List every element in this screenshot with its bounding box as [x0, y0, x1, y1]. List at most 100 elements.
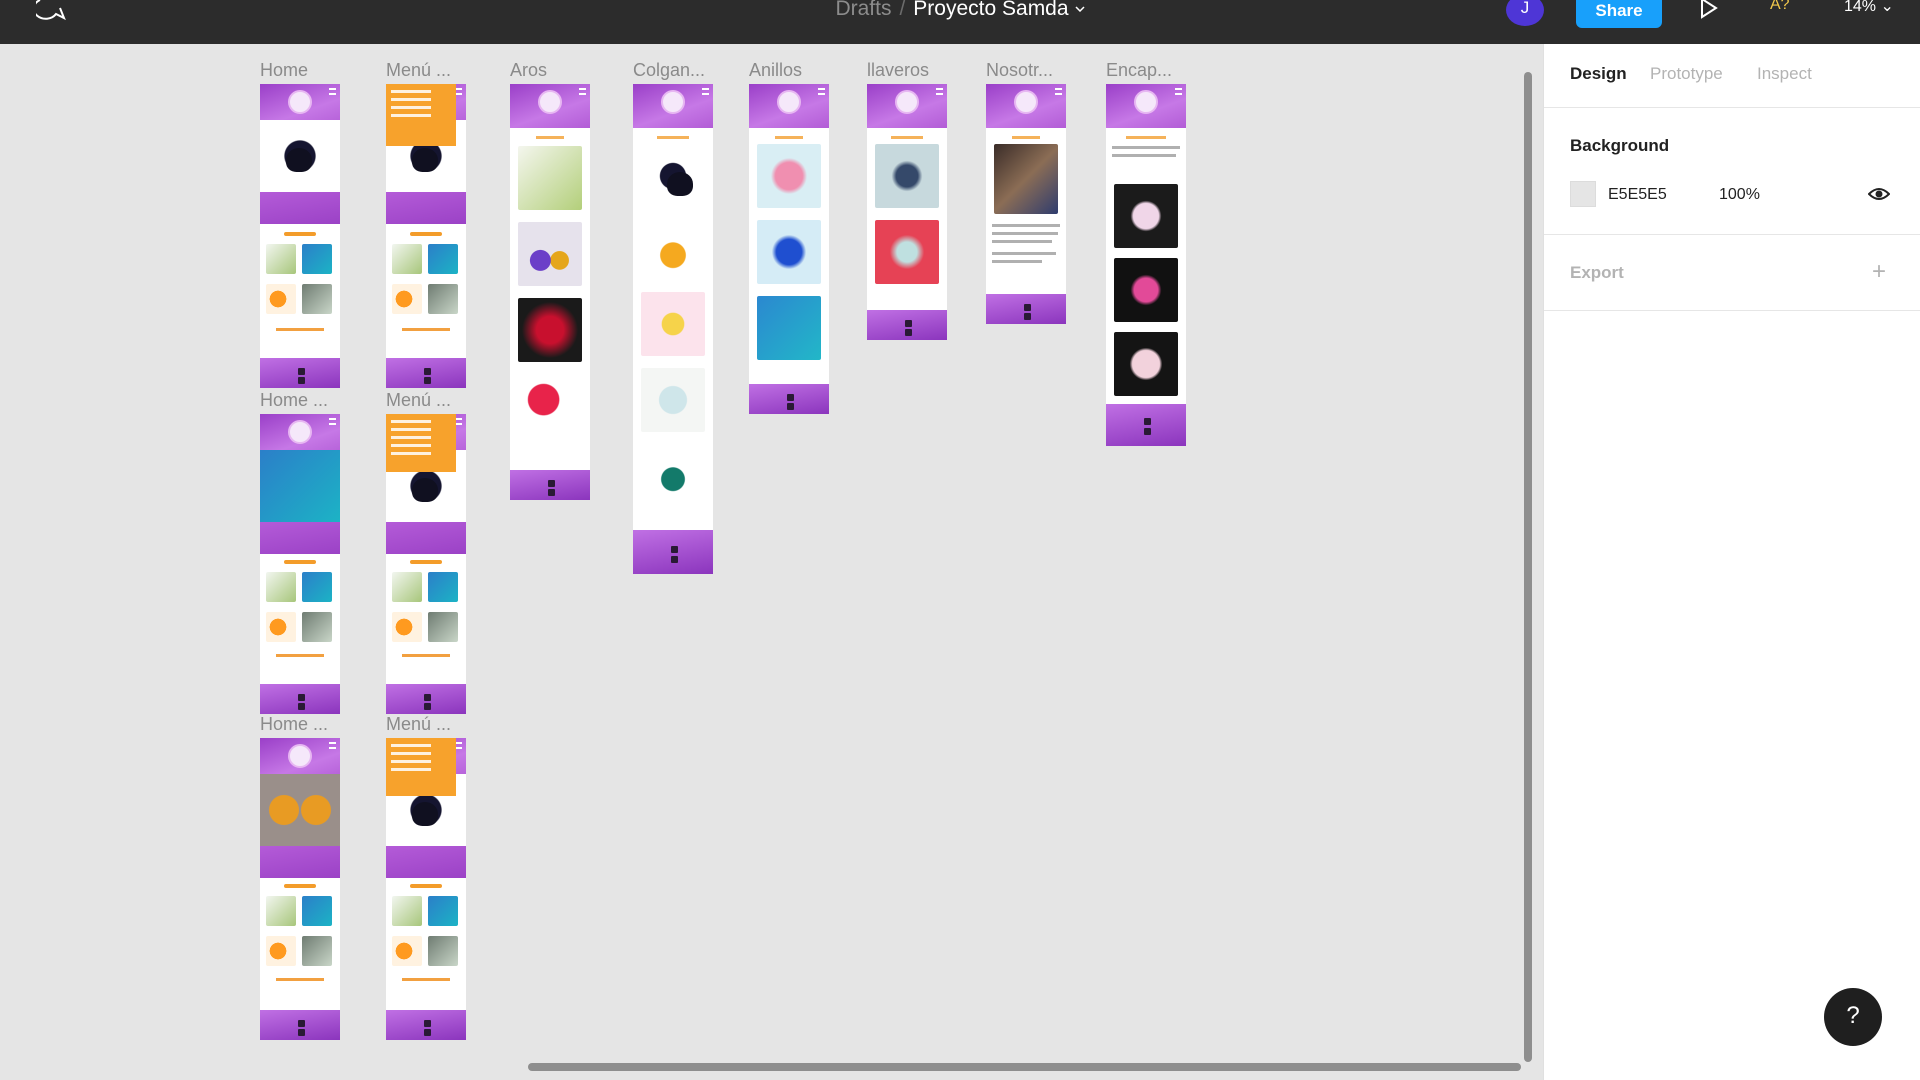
thumb-aros — [266, 896, 296, 926]
thumb-aros — [392, 572, 422, 602]
menu-icon — [329, 418, 336, 425]
eye-icon[interactable] — [1868, 184, 1890, 204]
frame-label-menu-2[interactable]: Menú ... — [386, 390, 452, 410]
properties-panel: Design Prototype Inspect Background E5E5… — [1543, 44, 1920, 1080]
samda-logo — [661, 90, 685, 114]
frame-menu[interactable] — [386, 84, 466, 388]
frame-nosotros[interactable] — [986, 84, 1066, 324]
frame-home-3[interactable] — [260, 738, 340, 1040]
frame-header — [867, 84, 947, 128]
project-name[interactable]: Proyecto Samda — [913, 0, 1069, 20]
horizontal-scrollbar[interactable] — [528, 1063, 1521, 1071]
frame-header — [986, 84, 1066, 128]
frame-home[interactable] — [260, 84, 340, 388]
section-title — [891, 136, 923, 139]
frame-label-llaveros[interactable]: llaveros — [867, 60, 930, 80]
purple-band — [386, 192, 466, 224]
menu-icon — [455, 742, 462, 749]
hero-photo — [260, 774, 340, 846]
frame-label-menu[interactable]: Menú ... — [386, 60, 452, 80]
tab-design[interactable]: Design — [1570, 64, 1627, 83]
frame-menu-2[interactable] — [386, 414, 466, 714]
background-hex-input[interactable]: E5E5E5 — [1608, 186, 1667, 203]
text-line — [276, 978, 324, 981]
vertical-scrollbar[interactable] — [1524, 72, 1532, 1062]
product-image — [641, 220, 705, 284]
frame-label-anillos[interactable]: Anillos — [749, 60, 803, 80]
frame-label-aros[interactable]: Aros — [510, 60, 548, 80]
frame-footer — [510, 470, 590, 500]
menu-icon — [579, 88, 586, 95]
export-section-title: Export — [1570, 263, 1624, 282]
add-export-button[interactable]: + — [1872, 258, 1887, 285]
frame-aros[interactable] — [510, 84, 590, 500]
chevron-down-icon[interactable] — [1075, 6, 1085, 12]
text-line — [276, 328, 324, 331]
frame-label-home[interactable]: Home — [260, 60, 309, 80]
text-line — [402, 654, 450, 657]
frame-footer — [386, 1010, 466, 1040]
background-opacity-input[interactable]: 100% — [1719, 186, 1760, 203]
text-line — [992, 224, 1060, 227]
product-image — [757, 296, 821, 360]
menu-icon — [936, 88, 943, 95]
frame-colgantes[interactable] — [633, 84, 713, 574]
zoom-level: 14% — [1844, 0, 1877, 15]
play-icon[interactable] — [1696, 0, 1720, 19]
samda-logo — [777, 90, 801, 114]
help-button[interactable]: ? — [1824, 988, 1882, 1046]
text-line — [992, 252, 1056, 255]
file-title[interactable]: Drafts / Proyecto Samda — [0, 0, 1920, 20]
share-button[interactable]: Share — [1576, 0, 1662, 28]
samda-logo — [288, 90, 312, 114]
chevron-down-icon: ⌄ — [1880, 0, 1894, 15]
frame-label-encapsulados[interactable]: Encap... — [1106, 60, 1173, 80]
canvas[interactable]: Home Home ... Home ... — [0, 44, 1543, 1080]
frame-footer — [633, 530, 713, 574]
frame-home-2[interactable] — [260, 414, 340, 714]
section-title — [1012, 136, 1040, 139]
zoom-menu[interactable]: 14% ⌄ — [1844, 0, 1894, 16]
comment-icon[interactable] — [36, 0, 68, 22]
thumb-aros — [266, 572, 296, 602]
breadcrumb-drafts[interactable]: Drafts — [835, 0, 892, 20]
text-line — [1112, 146, 1180, 149]
frame-llaveros[interactable] — [867, 84, 947, 340]
samda-logo — [1134, 90, 1158, 114]
product-image — [1114, 332, 1178, 396]
accessibility-check-button[interactable]: A? — [1770, 0, 1790, 13]
thumb-anillos — [428, 244, 458, 274]
frame-footer — [260, 1010, 340, 1040]
thumb-aros — [392, 896, 422, 926]
thumb-colgantes — [266, 284, 296, 314]
frame-menu-3[interactable] — [386, 738, 466, 1040]
frame-footer — [1106, 404, 1186, 446]
text-line — [1112, 154, 1176, 157]
menu-icon — [1175, 88, 1182, 95]
background-color-swatch[interactable] — [1570, 181, 1596, 207]
frame-label-home-2[interactable]: Home ... — [260, 390, 329, 410]
frame-header — [633, 84, 713, 128]
product-image — [875, 144, 939, 208]
tab-prototype[interactable]: Prototype — [1650, 64, 1723, 83]
frame-label-colgantes[interactable]: Colgan... — [633, 60, 706, 80]
menu-icon — [818, 88, 825, 95]
frame-label-nosotros[interactable]: Nosotr... — [986, 60, 1054, 80]
text-line — [992, 232, 1058, 235]
purple-band — [260, 192, 340, 224]
thumb-colgantes — [392, 936, 422, 966]
menu-icon — [455, 88, 462, 95]
frame-footer — [260, 684, 340, 714]
frame-anillos[interactable] — [749, 84, 829, 414]
categories-heading — [386, 232, 466, 236]
frame-label-menu-3[interactable]: Menú ... — [386, 714, 452, 734]
tab-inspect[interactable]: Inspect — [1757, 64, 1812, 83]
frame-footer — [986, 294, 1066, 324]
thumb-anillos — [428, 896, 458, 926]
avatar[interactable]: J — [1506, 0, 1544, 26]
categories-heading — [386, 884, 466, 888]
section-title — [775, 136, 803, 139]
frame-encapsulados[interactable] — [1106, 84, 1186, 446]
divider — [1544, 310, 1920, 311]
frame-label-home-3[interactable]: Home ... — [260, 714, 329, 734]
